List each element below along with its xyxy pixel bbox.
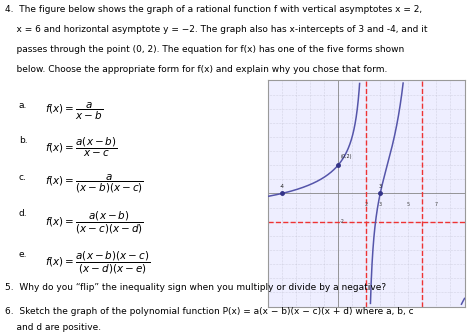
Text: $f(x)=\dfrac{a}{(x-b)(x-c)}$: $f(x)=\dfrac{a}{(x-b)(x-c)}$ xyxy=(45,173,144,195)
Text: 2: 2 xyxy=(365,202,368,207)
Text: $f(x)=\dfrac{a(x-b)}{x-c}$: $f(x)=\dfrac{a(x-b)}{x-c}$ xyxy=(45,136,118,159)
Text: x = 6 and horizontal asymptote y = −2. The graph also has x-intercepts of 3 and : x = 6 and horizontal asymptote y = −2. T… xyxy=(5,25,427,34)
Text: 3: 3 xyxy=(379,202,382,207)
Text: passes through the point (0, 2). The equation for f(x) has one of the five forms: passes through the point (0, 2). The equ… xyxy=(5,45,404,54)
Text: -4: -4 xyxy=(280,184,284,189)
Text: d.: d. xyxy=(19,209,27,218)
Text: 3: 3 xyxy=(379,184,382,189)
Text: e.: e. xyxy=(19,250,27,259)
Text: below. Choose the appropriate form for f(x) and explain why you chose that form.: below. Choose the appropriate form for f… xyxy=(5,65,387,74)
Text: a.: a. xyxy=(19,100,27,110)
Text: 5.  Why do you “flip” the inequality sign when you multiply or divide by a negat: 5. Why do you “flip” the inequality sign… xyxy=(5,283,386,292)
Text: and d are positive.: and d are positive. xyxy=(5,323,101,332)
Text: 5: 5 xyxy=(407,202,410,207)
Text: -2: -2 xyxy=(340,219,345,224)
Text: c.: c. xyxy=(19,173,27,182)
Text: 4.  The figure below shows the graph of a rational function f with vertical asym: 4. The figure below shows the graph of a… xyxy=(5,5,422,14)
Text: 6.  Sketch the graph of the polynomial function P(x) = a(x − b)(x − c)(x + d) wh: 6. Sketch the graph of the polynomial fu… xyxy=(5,307,413,316)
Text: $f(x)=\dfrac{a(x-b)(x-c)}{(x-d)(x-e)}$: $f(x)=\dfrac{a(x-b)(x-c)}{(x-d)(x-e)}$ xyxy=(45,250,150,276)
Text: b.: b. xyxy=(19,136,27,145)
Text: $f(x)=\dfrac{a(x-b)}{(x-c)(x-d)}$: $f(x)=\dfrac{a(x-b)}{(x-c)(x-d)}$ xyxy=(45,209,144,236)
Text: $f(x)=\dfrac{a}{x-b}$: $f(x)=\dfrac{a}{x-b}$ xyxy=(45,100,103,122)
Text: (0,2): (0,2) xyxy=(340,154,352,159)
Text: 7: 7 xyxy=(435,202,438,207)
